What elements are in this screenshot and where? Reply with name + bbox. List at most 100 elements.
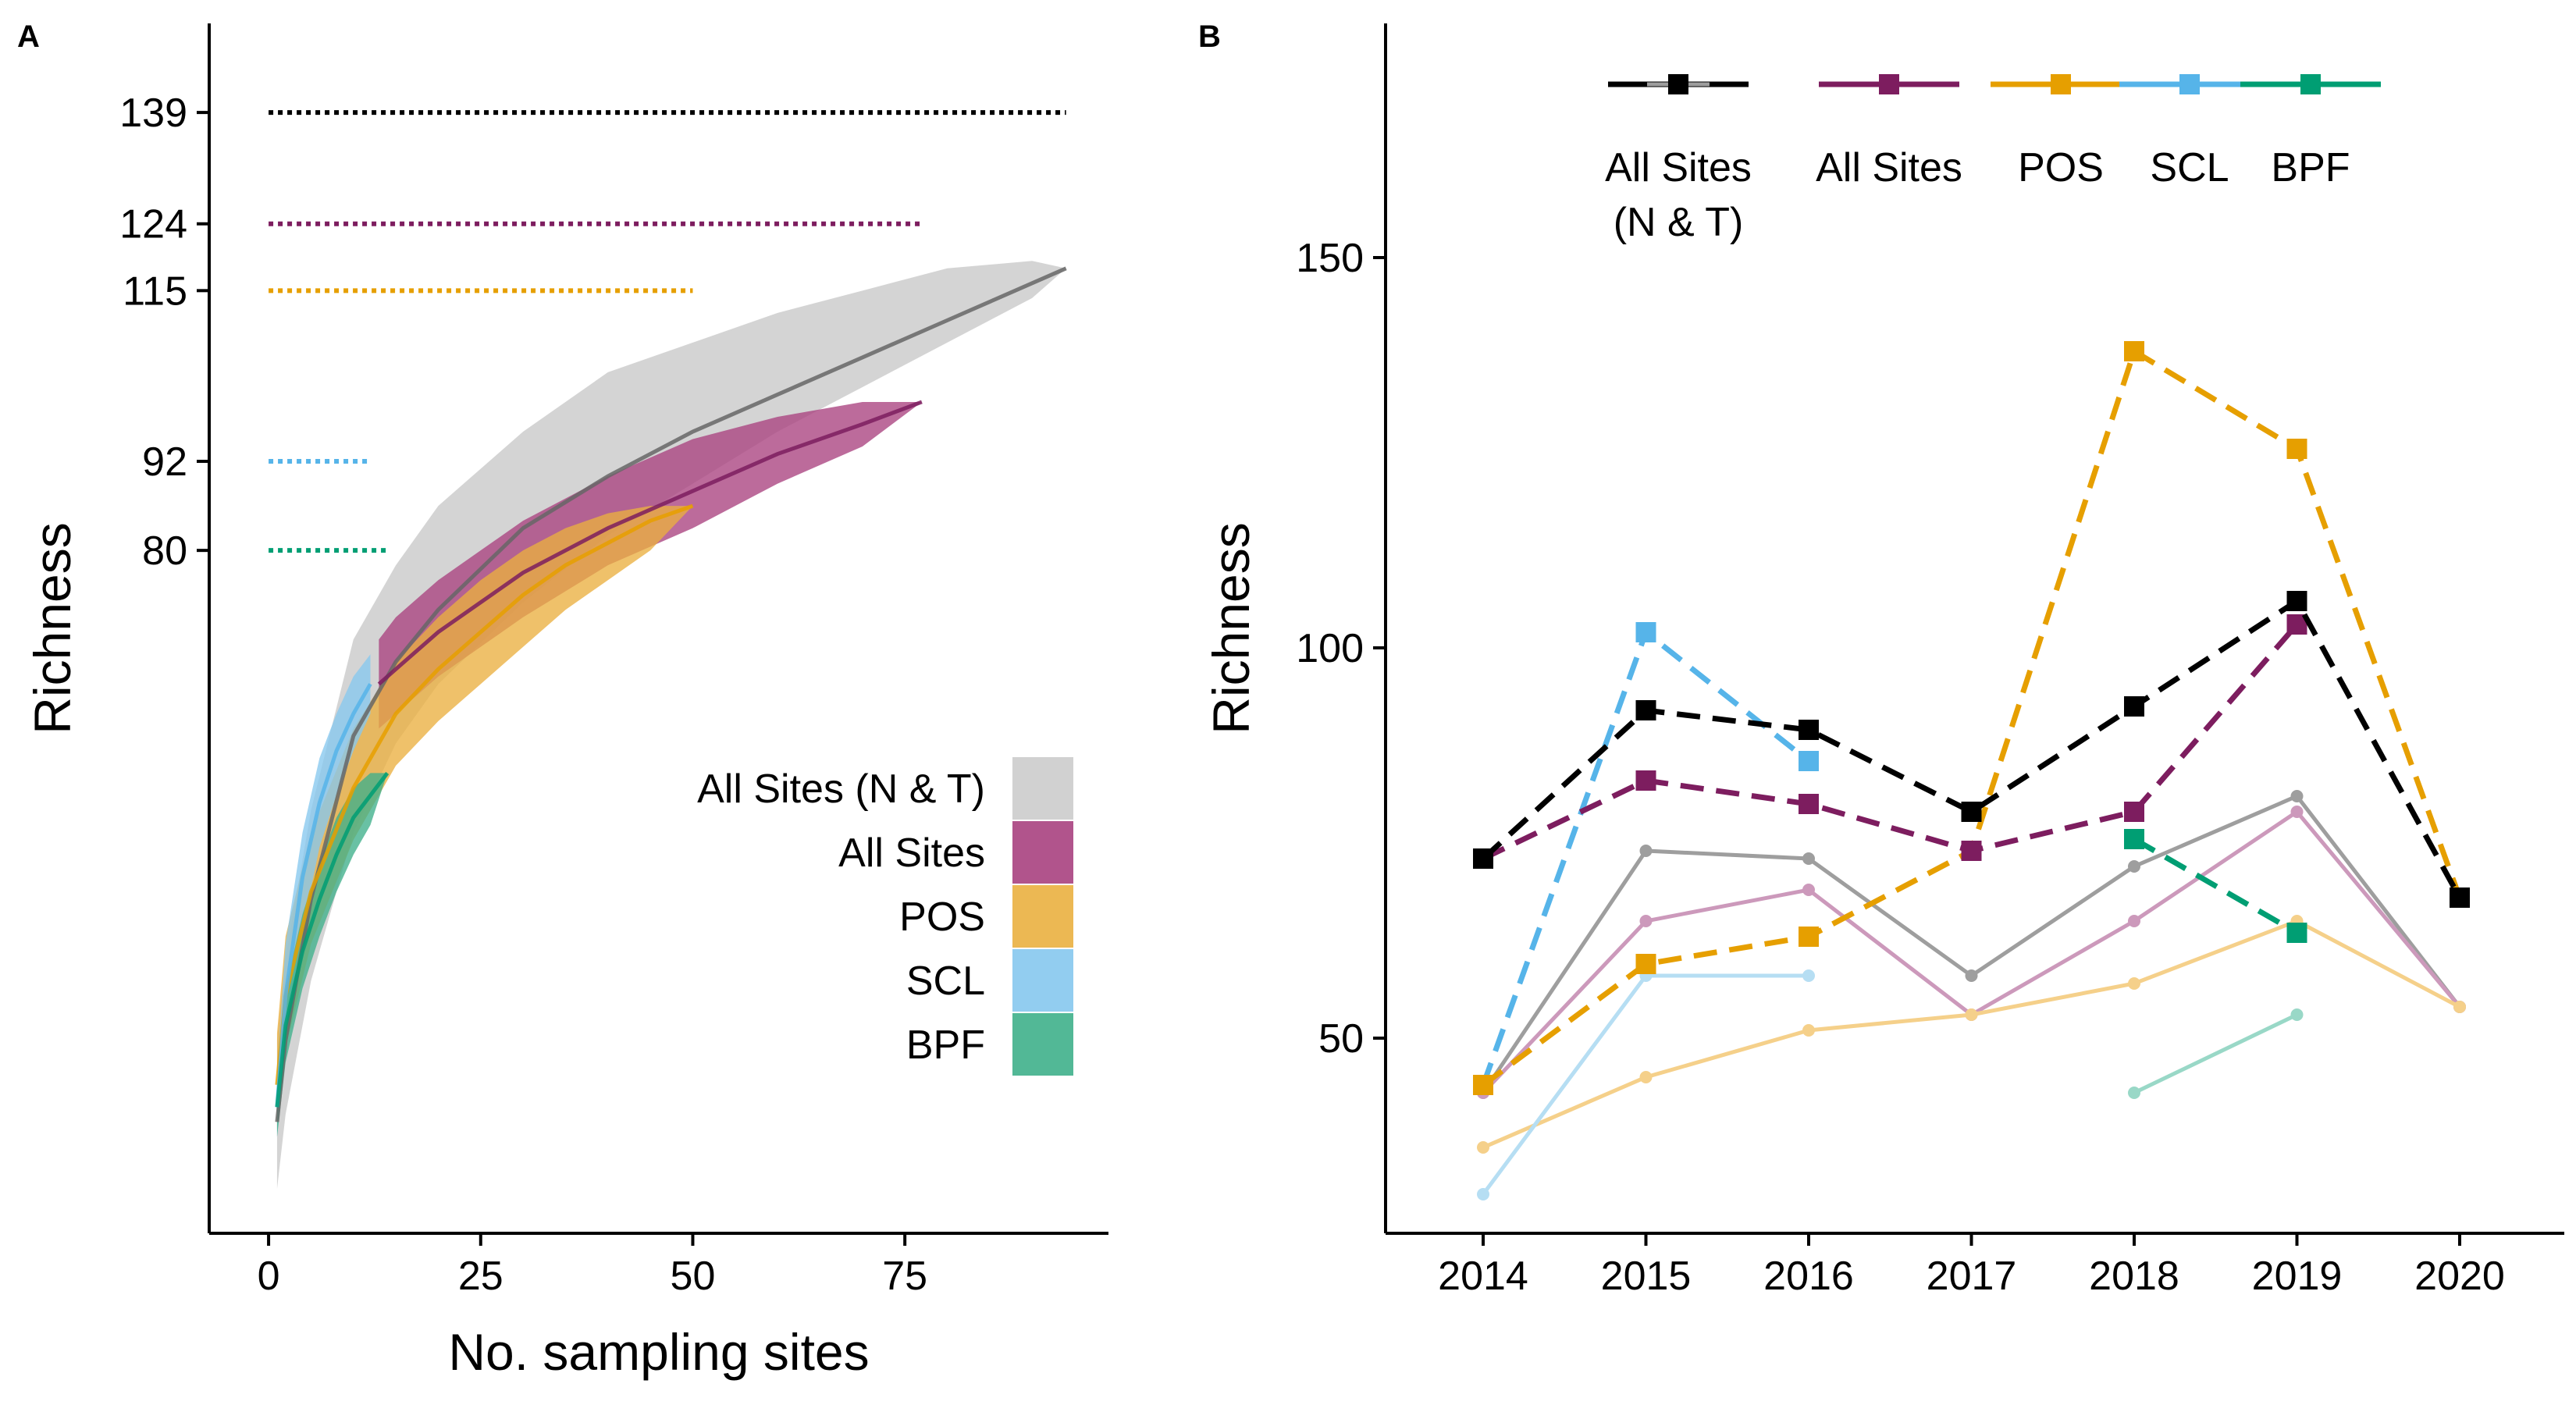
panel-b-x-tick-label: 2014 [1438, 1254, 1528, 1299]
panel-b-y-tick-label: 150 [1296, 236, 1364, 281]
legend-label-all: All Sites [838, 831, 985, 876]
point-pos [2124, 341, 2144, 361]
mean-line-bpf [275, 771, 390, 1108]
panel-a-x-tick-label: 25 [458, 1254, 503, 1299]
mean-line-all [377, 400, 923, 686]
panel-a-axes: 0 25 50 75 80 92 115 124 139 [119, 23, 1108, 1299]
point-bpf [2286, 923, 2307, 943]
panel-b-x-tick-label: 2015 [1601, 1254, 1692, 1299]
panel-b-y-axis-title: Richness [1202, 522, 1260, 734]
faint-point-scl [1477, 1188, 1489, 1200]
legend-label-bpf: BPF [2271, 145, 2350, 190]
faint-point-pos [1965, 1008, 1978, 1021]
legend-marker-all_nt [1668, 74, 1688, 94]
point-scl [1635, 622, 1656, 642]
panel-b-legend: All Sites (N & T) All Sites POS SCL BPF [1605, 74, 2381, 245]
panel-a-x-axis-title: No. sampling sites [448, 1323, 869, 1381]
panel-a-x-tick-label: 0 [258, 1254, 280, 1299]
panel-b-y-tick-label: 50 [1318, 1016, 1364, 1062]
mean-line-scl [275, 683, 372, 1108]
point-pos [1635, 954, 1656, 974]
faint-point-all_nt [1802, 852, 1815, 865]
legend-key-all [1012, 821, 1073, 884]
faint-point-all [2128, 915, 2140, 927]
panel-a-mean-lines [275, 266, 1067, 1122]
faint-point-all [1802, 884, 1815, 896]
panel-a-richness-curves: A 0 25 50 75 80 92 115 124 139 No. sampling site… [17, 20, 1108, 1381]
panel-a-y-tick-label: 80 [142, 528, 187, 574]
faint-point-all [1639, 915, 1653, 927]
point-pos [1473, 1075, 1493, 1095]
faint-point-pos [1639, 1071, 1653, 1083]
point-all [1635, 770, 1656, 791]
panel-a-asymptote-lines [269, 110, 1066, 553]
point-pos [1799, 927, 1819, 947]
faint-point-all [2290, 806, 2304, 818]
legend-label-scl: SCL [906, 959, 985, 1004]
legend-label-line2-all_nt: (N & T) [1614, 200, 1744, 245]
legend-label-scl: SCL [2150, 145, 2229, 190]
panel-b-y-tick-label: 100 [1296, 626, 1364, 671]
point-all [1961, 841, 1982, 861]
panel-b-x-tick-label: 2018 [2089, 1254, 2179, 1299]
legend-key-pos [1012, 885, 1073, 948]
dashed-line-bpf [2133, 836, 2299, 936]
mean-line-pos [275, 503, 694, 1086]
legend-label-pos: POS [2018, 145, 2104, 190]
panel-b-letter: B [1198, 20, 1221, 54]
panel-a-x-tick-label: 75 [882, 1254, 927, 1299]
point-all_nt [1473, 848, 1493, 869]
point-all [2124, 802, 2144, 822]
point-scl [1799, 751, 1819, 771]
legend-marker-bpf [2300, 74, 2321, 94]
legend-label-all_nt: All Sites [1605, 145, 1752, 190]
faint-point-all_nt [2128, 860, 2140, 873]
legend-key-bpf [1012, 1013, 1073, 1076]
legend-label-all: All Sites [1816, 145, 1962, 190]
point-all_nt [2124, 696, 2144, 717]
panel-a-y-tick-label: 92 [142, 439, 187, 485]
point-all_nt [2286, 591, 2307, 611]
band-all [379, 401, 922, 729]
point-all_nt [1799, 720, 1819, 740]
faint-point-all_nt [1639, 845, 1653, 857]
faint-line-scl [1481, 973, 1809, 1196]
panel-a-legend: All Sites (N & T) All Sites POS SCL BPF [697, 757, 1073, 1076]
faint-point-pos [2453, 1001, 2466, 1013]
legend-marker-all [1879, 74, 1899, 94]
faint-point-all_nt [1965, 969, 1978, 982]
panel-a-x-tick-label: 50 [671, 1254, 716, 1299]
point-all_nt [1635, 700, 1656, 720]
legend-label-all_nt: All Sites (N & T) [697, 767, 985, 812]
faint-point-pos [1802, 1024, 1815, 1037]
point-all_nt [1961, 802, 1982, 822]
faint-point-pos [1477, 1141, 1489, 1154]
band-all_nt [276, 261, 1066, 1189]
panel-a-letter: A [17, 20, 40, 54]
point-all [1799, 794, 1819, 814]
faint-point-all_nt [2290, 790, 2304, 802]
panel-b-x-tick-label: 2020 [2414, 1254, 2505, 1299]
legend-key-scl [1012, 949, 1073, 1012]
dashed-line-all [1482, 622, 2300, 862]
legend-label-bpf: BPF [906, 1023, 985, 1068]
panel-a-y-tick-label: 115 [123, 269, 187, 314]
panel-a-y-axis-title: Richness [23, 522, 81, 734]
panel-b-x-tick-label: 2016 [1763, 1254, 1854, 1299]
faint-line-bpf [2133, 1012, 2298, 1095]
panel-b-dashed-lines [1473, 341, 2470, 1095]
panel-a-y-tick-label: 139 [119, 91, 187, 136]
point-bpf [2124, 829, 2144, 849]
faint-line-pos [1482, 919, 2461, 1150]
point-all_nt [2450, 887, 2470, 908]
legend-label-pos: POS [899, 895, 985, 940]
legend-marker-pos [2051, 74, 2071, 94]
legend-marker-scl [2179, 74, 2200, 94]
faint-point-pos [2128, 977, 2140, 990]
faint-point-bpf [2128, 1087, 2140, 1099]
panel-a-y-tick-label: 124 [119, 202, 187, 247]
panel-b-axes: 2014 2015 2016 2017 2018 2019 2020 50 100 150 [1296, 23, 2564, 1299]
point-pos [2286, 439, 2307, 459]
panel-b-x-tick-label: 2019 [2252, 1254, 2343, 1299]
